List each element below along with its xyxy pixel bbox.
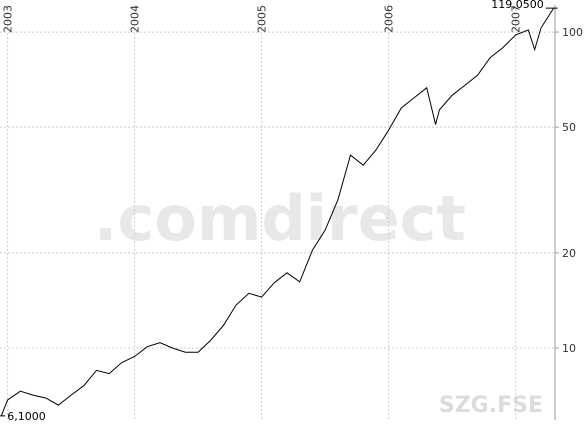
x-tick-label: 2007 (510, 5, 523, 33)
x-tick-label: 2005 (256, 5, 269, 33)
annotation-label: 119,0500 (491, 0, 544, 11)
price-line (0, 7, 555, 417)
x-tick-label: 2004 (129, 5, 142, 33)
x-tick-label: 2003 (2, 5, 15, 33)
x-tick-label: 2006 (383, 5, 396, 33)
y-tick-label: 100 (562, 26, 583, 39)
annotation-label: 6,1000 (7, 410, 46, 423)
y-tick-label: 20 (562, 247, 576, 260)
y-tick-label: 10 (562, 342, 576, 355)
y-tick-label: 50 (562, 121, 576, 134)
symbol: SZG.FSE (439, 393, 543, 418)
watermark: .comdirect (94, 182, 466, 255)
